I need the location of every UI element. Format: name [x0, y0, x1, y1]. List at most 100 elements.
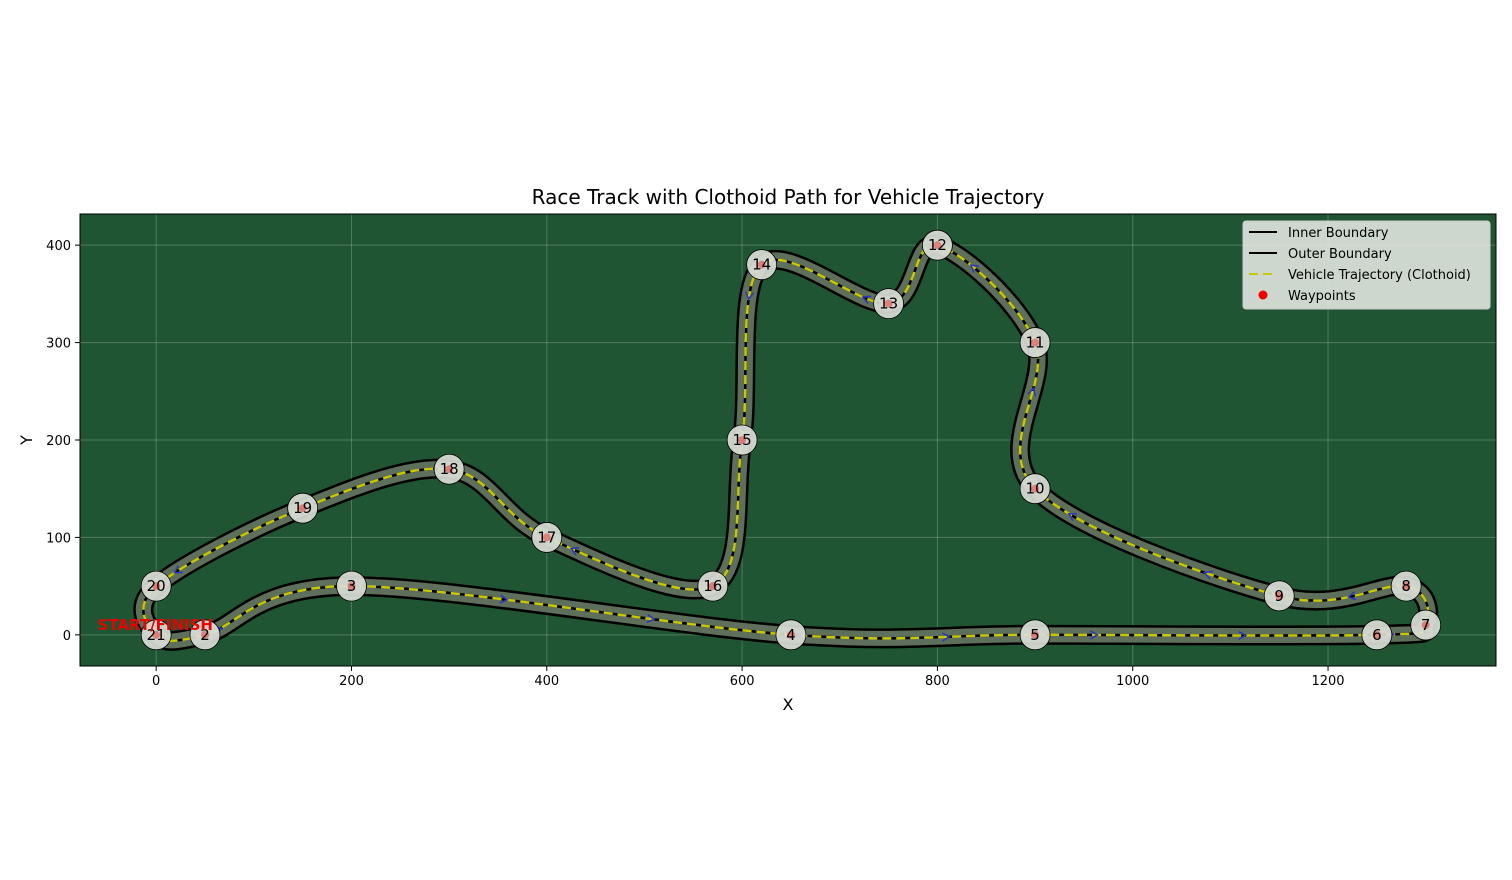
waypoint: 3 — [336, 570, 367, 602]
legend-box — [1242, 220, 1491, 310]
legend-entry: Outer Boundary — [1249, 247, 1392, 262]
waypoint-circle — [287, 492, 319, 524]
waypoint-marker — [884, 299, 893, 308]
waypoint: 21 — [140, 619, 172, 651]
waypoint-circle — [922, 229, 953, 261]
waypoint-marker — [200, 630, 209, 639]
waypoint: 20 — [140, 570, 172, 602]
waypoint-label: 3 — [347, 577, 357, 595]
waypoint-marker — [708, 582, 717, 591]
waypoint-label: 6 — [1372, 626, 1382, 644]
waypoint-marker — [1372, 630, 1381, 639]
direction-arrow — [744, 291, 755, 301]
waypoint-label: 9 — [1274, 587, 1284, 605]
direction-arrow — [1203, 570, 1213, 580]
waypoint-label: 19 — [293, 499, 312, 517]
direction-arrow — [173, 565, 183, 574]
waypoint-circle — [746, 249, 778, 281]
waypoint-circle — [1390, 570, 1422, 602]
direction-arrow — [646, 613, 656, 624]
waypoint-label: 4 — [786, 626, 796, 644]
direction-arrow — [1090, 630, 1099, 640]
direction-arrow — [1346, 591, 1357, 601]
legend-entry: Inner Boundary — [1249, 226, 1389, 241]
waypoint-marker — [1421, 621, 1430, 630]
waypoint-marker — [1031, 484, 1040, 493]
waypoint-marker — [1031, 630, 1040, 639]
x-tick-label: 0 — [152, 674, 160, 689]
waypoint-circle — [1019, 327, 1051, 358]
y-tick-label: 300 — [46, 337, 71, 352]
legend-label: Vehicle Trajectory (Clothoid) — [1288, 268, 1471, 283]
waypoint-label: 21 — [147, 626, 166, 644]
waypoint-label: 13 — [879, 295, 898, 313]
waypoint-marker — [757, 260, 766, 269]
legend-label: Outer Boundary — [1288, 247, 1392, 262]
waypoint: 8 — [1390, 570, 1422, 602]
waypoint-label: 10 — [1026, 480, 1045, 498]
waypoint-circle — [433, 453, 465, 485]
waypoint: 19 — [287, 492, 319, 524]
waypoint-label: 15 — [733, 431, 752, 449]
waypoint: 5 — [1019, 619, 1051, 651]
waypoint: 9 — [1263, 580, 1295, 612]
waypoint-marker — [445, 465, 454, 474]
waypoint-label: 17 — [537, 528, 556, 546]
waypoint-circle — [140, 570, 172, 602]
waypoint-marker — [1402, 582, 1411, 591]
waypoint-circle — [1263, 580, 1295, 612]
direction-arrow — [941, 632, 951, 642]
legend: Inner Boundary Outer Boundary Vehicle Traj… — [1242, 220, 1491, 310]
waypoint-circle — [531, 522, 563, 553]
x-tick-label: 400 — [534, 674, 559, 689]
waypoint: 10 — [1019, 473, 1051, 505]
waypoint: 18 — [433, 453, 465, 485]
waypoint-circle — [775, 619, 807, 651]
waypoint-marker — [1031, 338, 1040, 347]
waypoint-marker — [933, 241, 942, 250]
waypoint: 16 — [697, 570, 729, 602]
waypoint: 17 — [531, 522, 563, 553]
legend-marker — [1258, 290, 1268, 300]
waypoint: 15 — [726, 424, 758, 456]
waypoints: 21 2 3 4 5 6 7 8 9 10 11 12 13 14 15 16 17 18 19 20 — [140, 229, 1442, 651]
y-tick-label: 0 — [63, 629, 71, 644]
legend-label: Inner Boundary — [1288, 226, 1389, 241]
x-axis-label: X — [783, 695, 794, 714]
waypoint: 13 — [873, 288, 904, 320]
waypoint-circle — [726, 424, 758, 456]
waypoint: 14 — [746, 249, 778, 281]
waypoint-marker — [542, 533, 551, 542]
waypoint-circle — [189, 619, 221, 651]
x-tick-label: 200 — [339, 674, 364, 689]
waypoint-circle — [1361, 619, 1393, 651]
waypoint-circle — [1410, 609, 1442, 641]
y-axis-label: Y — [17, 435, 36, 446]
waypoint-marker — [298, 504, 307, 513]
waypoint-label: 14 — [752, 256, 771, 274]
chart-title: Race Track with Clothoid Path for Vehicl… — [532, 185, 1045, 209]
waypoint: 7 — [1410, 609, 1442, 641]
y-tick-label: 100 — [46, 531, 71, 546]
waypoint-marker — [347, 582, 356, 591]
legend-label: Waypoints — [1288, 289, 1356, 304]
start-finish-label: START/FINISH — [98, 616, 213, 634]
waypoint: 12 — [922, 229, 953, 261]
waypoint-marker — [152, 630, 161, 639]
x-tick-label: 800 — [925, 674, 950, 689]
direction-arrow — [861, 295, 872, 305]
x-tick-label: 600 — [730, 674, 755, 689]
direction-arrow — [1238, 630, 1248, 641]
waypoint-circle — [1019, 473, 1051, 505]
waypoint: 4 — [775, 619, 807, 651]
direction-arrow — [569, 546, 580, 556]
direction-arrow — [1067, 513, 1077, 522]
waypoint-marker — [1275, 591, 1284, 600]
legend-entry: Waypoints — [1258, 289, 1356, 304]
direction-arrow — [969, 264, 980, 273]
y-tick-label: 400 — [46, 239, 71, 254]
axis-ticks: 0 200 400 600 800 1000 1200 0 100 200 300 400 — [46, 239, 1344, 689]
x-tick-label: 1200 — [1311, 674, 1344, 689]
waypoint-circle — [140, 619, 172, 651]
